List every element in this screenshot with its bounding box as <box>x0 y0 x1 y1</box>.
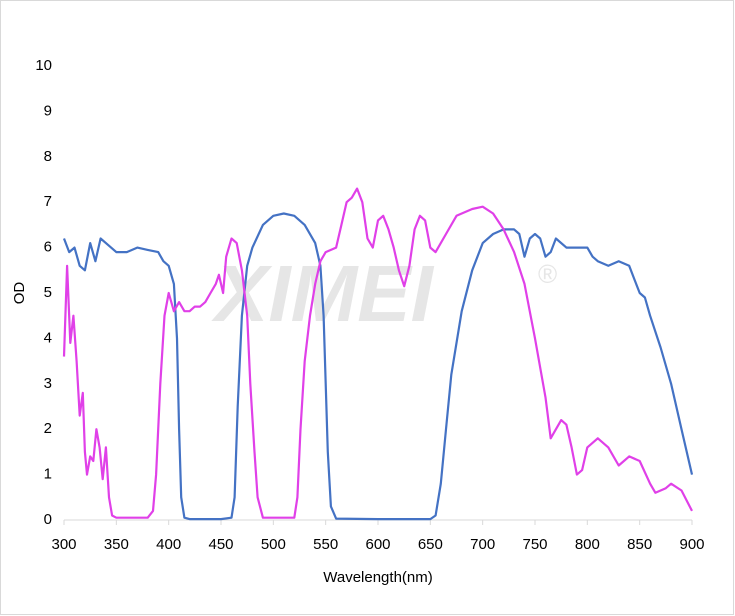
x-tick-label: 300 <box>51 536 76 553</box>
y-tick-label: 10 <box>35 57 52 74</box>
x-tick-label: 750 <box>522 536 547 553</box>
x-tick-label: 700 <box>470 536 495 553</box>
x-tick-label: 800 <box>575 536 600 553</box>
x-tick-label: 900 <box>679 536 704 553</box>
series-line <box>62 212 694 521</box>
x-tick-label: 850 <box>627 536 652 553</box>
series-line <box>62 187 693 519</box>
watermark-mark: ® <box>538 259 557 289</box>
x-tick-label: 400 <box>156 536 181 553</box>
y-axis-label: OD <box>11 282 28 305</box>
y-tick-label: 9 <box>44 102 52 119</box>
y-tick-label: 4 <box>44 329 52 346</box>
x-tick-label: 500 <box>261 536 286 553</box>
y-tick-label: 2 <box>44 420 52 437</box>
y-tick-label: 6 <box>44 239 52 256</box>
x-tick-label: 600 <box>365 536 390 553</box>
y-tick-label: 7 <box>44 193 52 210</box>
x-tick-label: 650 <box>418 536 443 553</box>
y-tick-label: 1 <box>44 466 52 483</box>
y-tick-label: 0 <box>44 511 52 528</box>
y-tick-label: 5 <box>44 284 52 301</box>
x-axis-label: Wavelength(nm) <box>323 569 432 586</box>
y-tick-label: 8 <box>44 148 52 165</box>
x-tick-label: 550 <box>313 536 338 553</box>
x-tick-label: 350 <box>104 536 129 553</box>
y-tick-label: 3 <box>44 375 52 392</box>
x-tick-label: 450 <box>208 536 233 553</box>
